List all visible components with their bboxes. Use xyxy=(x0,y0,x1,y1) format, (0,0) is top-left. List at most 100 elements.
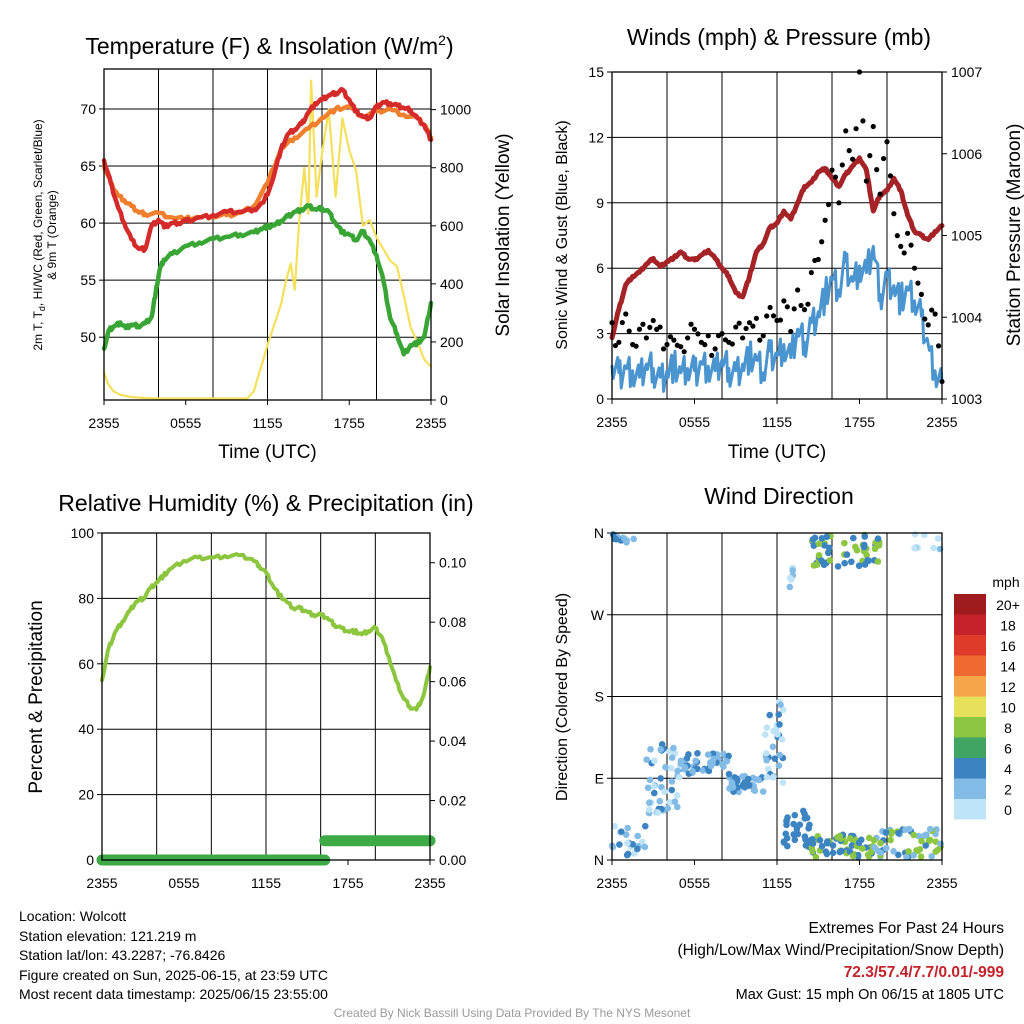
direction-point xyxy=(934,535,942,542)
direction-point xyxy=(616,841,623,848)
pressure-line xyxy=(609,155,945,341)
direction-point xyxy=(854,851,862,859)
direction-point xyxy=(694,749,701,757)
station-info: Location: Wolcott Station elevation: 121… xyxy=(19,907,328,1005)
direction-point xyxy=(677,757,685,765)
gust-point xyxy=(681,349,687,355)
gust-point xyxy=(853,126,859,132)
extremes-box: Extremes For Past 24 Hours (High/Low/Max… xyxy=(678,918,1005,1006)
gust-point xyxy=(788,328,794,335)
direction-point xyxy=(874,558,882,565)
solar-insolation-line xyxy=(102,79,433,400)
direction-point xyxy=(739,781,747,789)
gust-point xyxy=(633,343,639,349)
direction-point xyxy=(634,845,641,853)
direction-point xyxy=(624,824,631,832)
y-tick-label: E xyxy=(595,770,604,786)
direction-point xyxy=(801,815,809,822)
direction-point xyxy=(915,832,922,840)
direction-point xyxy=(809,536,817,543)
y-right-tick-label: 0.04 xyxy=(439,733,466,749)
gust-point xyxy=(626,328,632,334)
x-tick-label: 1155 xyxy=(251,875,281,891)
extremes-subtitle: (High/Low/Max Wind/Precipitation/Snow De… xyxy=(677,942,1005,959)
x-tick-label: 0555 xyxy=(170,415,201,431)
direction-point xyxy=(645,799,653,807)
gust-point xyxy=(922,316,928,322)
y-tick-label: N xyxy=(594,852,604,868)
station-elevation: Station elevation: 121.219 m xyxy=(19,927,197,944)
legend-swatch xyxy=(954,758,986,779)
x-tick-label: 2355 xyxy=(414,875,445,891)
direction-point xyxy=(668,786,676,794)
extremes-title: Extremes For Past 24 Hours xyxy=(808,920,1004,937)
direction-point xyxy=(922,842,930,849)
gust-point xyxy=(891,211,897,217)
figure-created: Figure created on Sun, 2025-06-15, at 23… xyxy=(19,966,328,983)
direction-point xyxy=(809,840,817,847)
direction-point xyxy=(815,540,823,548)
direction-point xyxy=(841,539,848,547)
y-tick-label: 6 xyxy=(596,260,604,276)
legend-swatch xyxy=(954,655,986,676)
direction-point xyxy=(662,763,669,771)
y-right-tick-label: 400 xyxy=(440,276,464,292)
gust-point xyxy=(650,317,656,324)
direction-point xyxy=(870,837,878,844)
direction-point xyxy=(671,798,679,805)
gust-point xyxy=(850,156,856,162)
direction-point xyxy=(778,736,786,743)
direction-point xyxy=(777,701,784,709)
y-right-tick-label: 200 xyxy=(440,334,464,350)
x-tick-label: 2355 xyxy=(596,875,627,891)
direction-point xyxy=(779,779,787,786)
direction-point xyxy=(776,751,783,759)
legend-swatch xyxy=(954,635,986,656)
y-right-tick-label: 1005 xyxy=(951,228,982,244)
gust-point xyxy=(753,315,759,321)
legend-swatch xyxy=(954,614,986,635)
gust-point xyxy=(695,331,701,337)
direction-point xyxy=(624,850,632,858)
humidity-line xyxy=(100,552,432,712)
gust-point xyxy=(908,242,914,248)
direction-point xyxy=(769,743,777,751)
direction-point xyxy=(801,833,809,840)
direction-point xyxy=(849,852,857,860)
y-axis-label: Direction (Colored By Speed) xyxy=(554,593,571,801)
direction-point xyxy=(775,711,783,718)
gust-point xyxy=(846,148,852,154)
gust-point xyxy=(719,331,725,337)
direction-point xyxy=(646,776,654,784)
gust-point xyxy=(832,174,839,180)
direction-point xyxy=(763,773,771,781)
chart-title: Relative Humidity (%) & Precipitation (i… xyxy=(58,490,473,516)
direction-point xyxy=(657,775,664,782)
direction-point xyxy=(937,840,945,848)
direction-point xyxy=(861,533,869,540)
direction-point xyxy=(782,830,790,838)
y-tick-label: 70 xyxy=(80,101,96,117)
gust-point xyxy=(657,324,663,330)
x-tick-label: 2355 xyxy=(926,414,957,430)
direction-point xyxy=(759,788,767,795)
direction-point xyxy=(930,544,937,552)
x-tick-label: 1755 xyxy=(844,414,875,430)
direction-point xyxy=(851,543,859,551)
direction-point xyxy=(911,544,918,552)
direction-point xyxy=(745,782,753,789)
gust-point xyxy=(843,128,849,134)
station-latlon: Station lat/lon: 43.2287; -76.8426 xyxy=(19,947,226,964)
direction-point xyxy=(685,751,692,758)
direction-point xyxy=(836,832,844,840)
direction-point xyxy=(773,725,780,733)
direction-point xyxy=(661,788,668,796)
direction-point xyxy=(791,811,799,819)
gust-point xyxy=(884,139,890,145)
y-tick-label: N xyxy=(594,525,604,541)
gust-point xyxy=(874,167,880,173)
direction-point xyxy=(914,847,922,855)
direction-point xyxy=(895,851,902,859)
gust-point xyxy=(870,123,876,130)
direction-point xyxy=(645,806,653,813)
